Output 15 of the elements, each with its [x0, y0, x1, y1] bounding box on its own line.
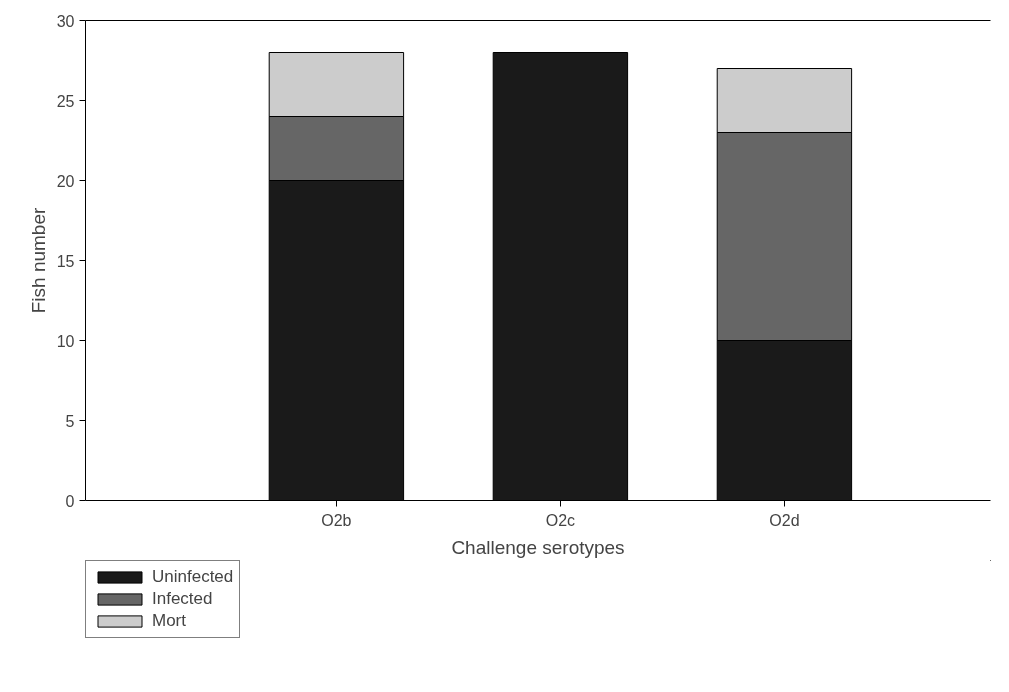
legend-label: Infected — [152, 589, 213, 609]
x-tick-label: O2d — [769, 511, 800, 529]
y-axis-title: Fish number — [27, 207, 49, 314]
y-tick-label: 25 — [56, 92, 75, 110]
y-tick-label: 5 — [65, 412, 75, 430]
y-tick-label: 30 — [56, 12, 75, 30]
y-tick-label: 10 — [56, 332, 75, 350]
y-tick-label: 15 — [56, 252, 75, 270]
y-tick-label: 0 — [65, 492, 75, 510]
y-tick-label: 20 — [56, 172, 75, 190]
x-tick-label: O2b — [321, 511, 352, 529]
legend-label: Mort — [152, 611, 186, 631]
x-tick-label: O2c — [545, 511, 576, 529]
x-axis-title: Challenge serotypes — [451, 536, 625, 558]
legend-label: Uninfected — [152, 567, 234, 587]
